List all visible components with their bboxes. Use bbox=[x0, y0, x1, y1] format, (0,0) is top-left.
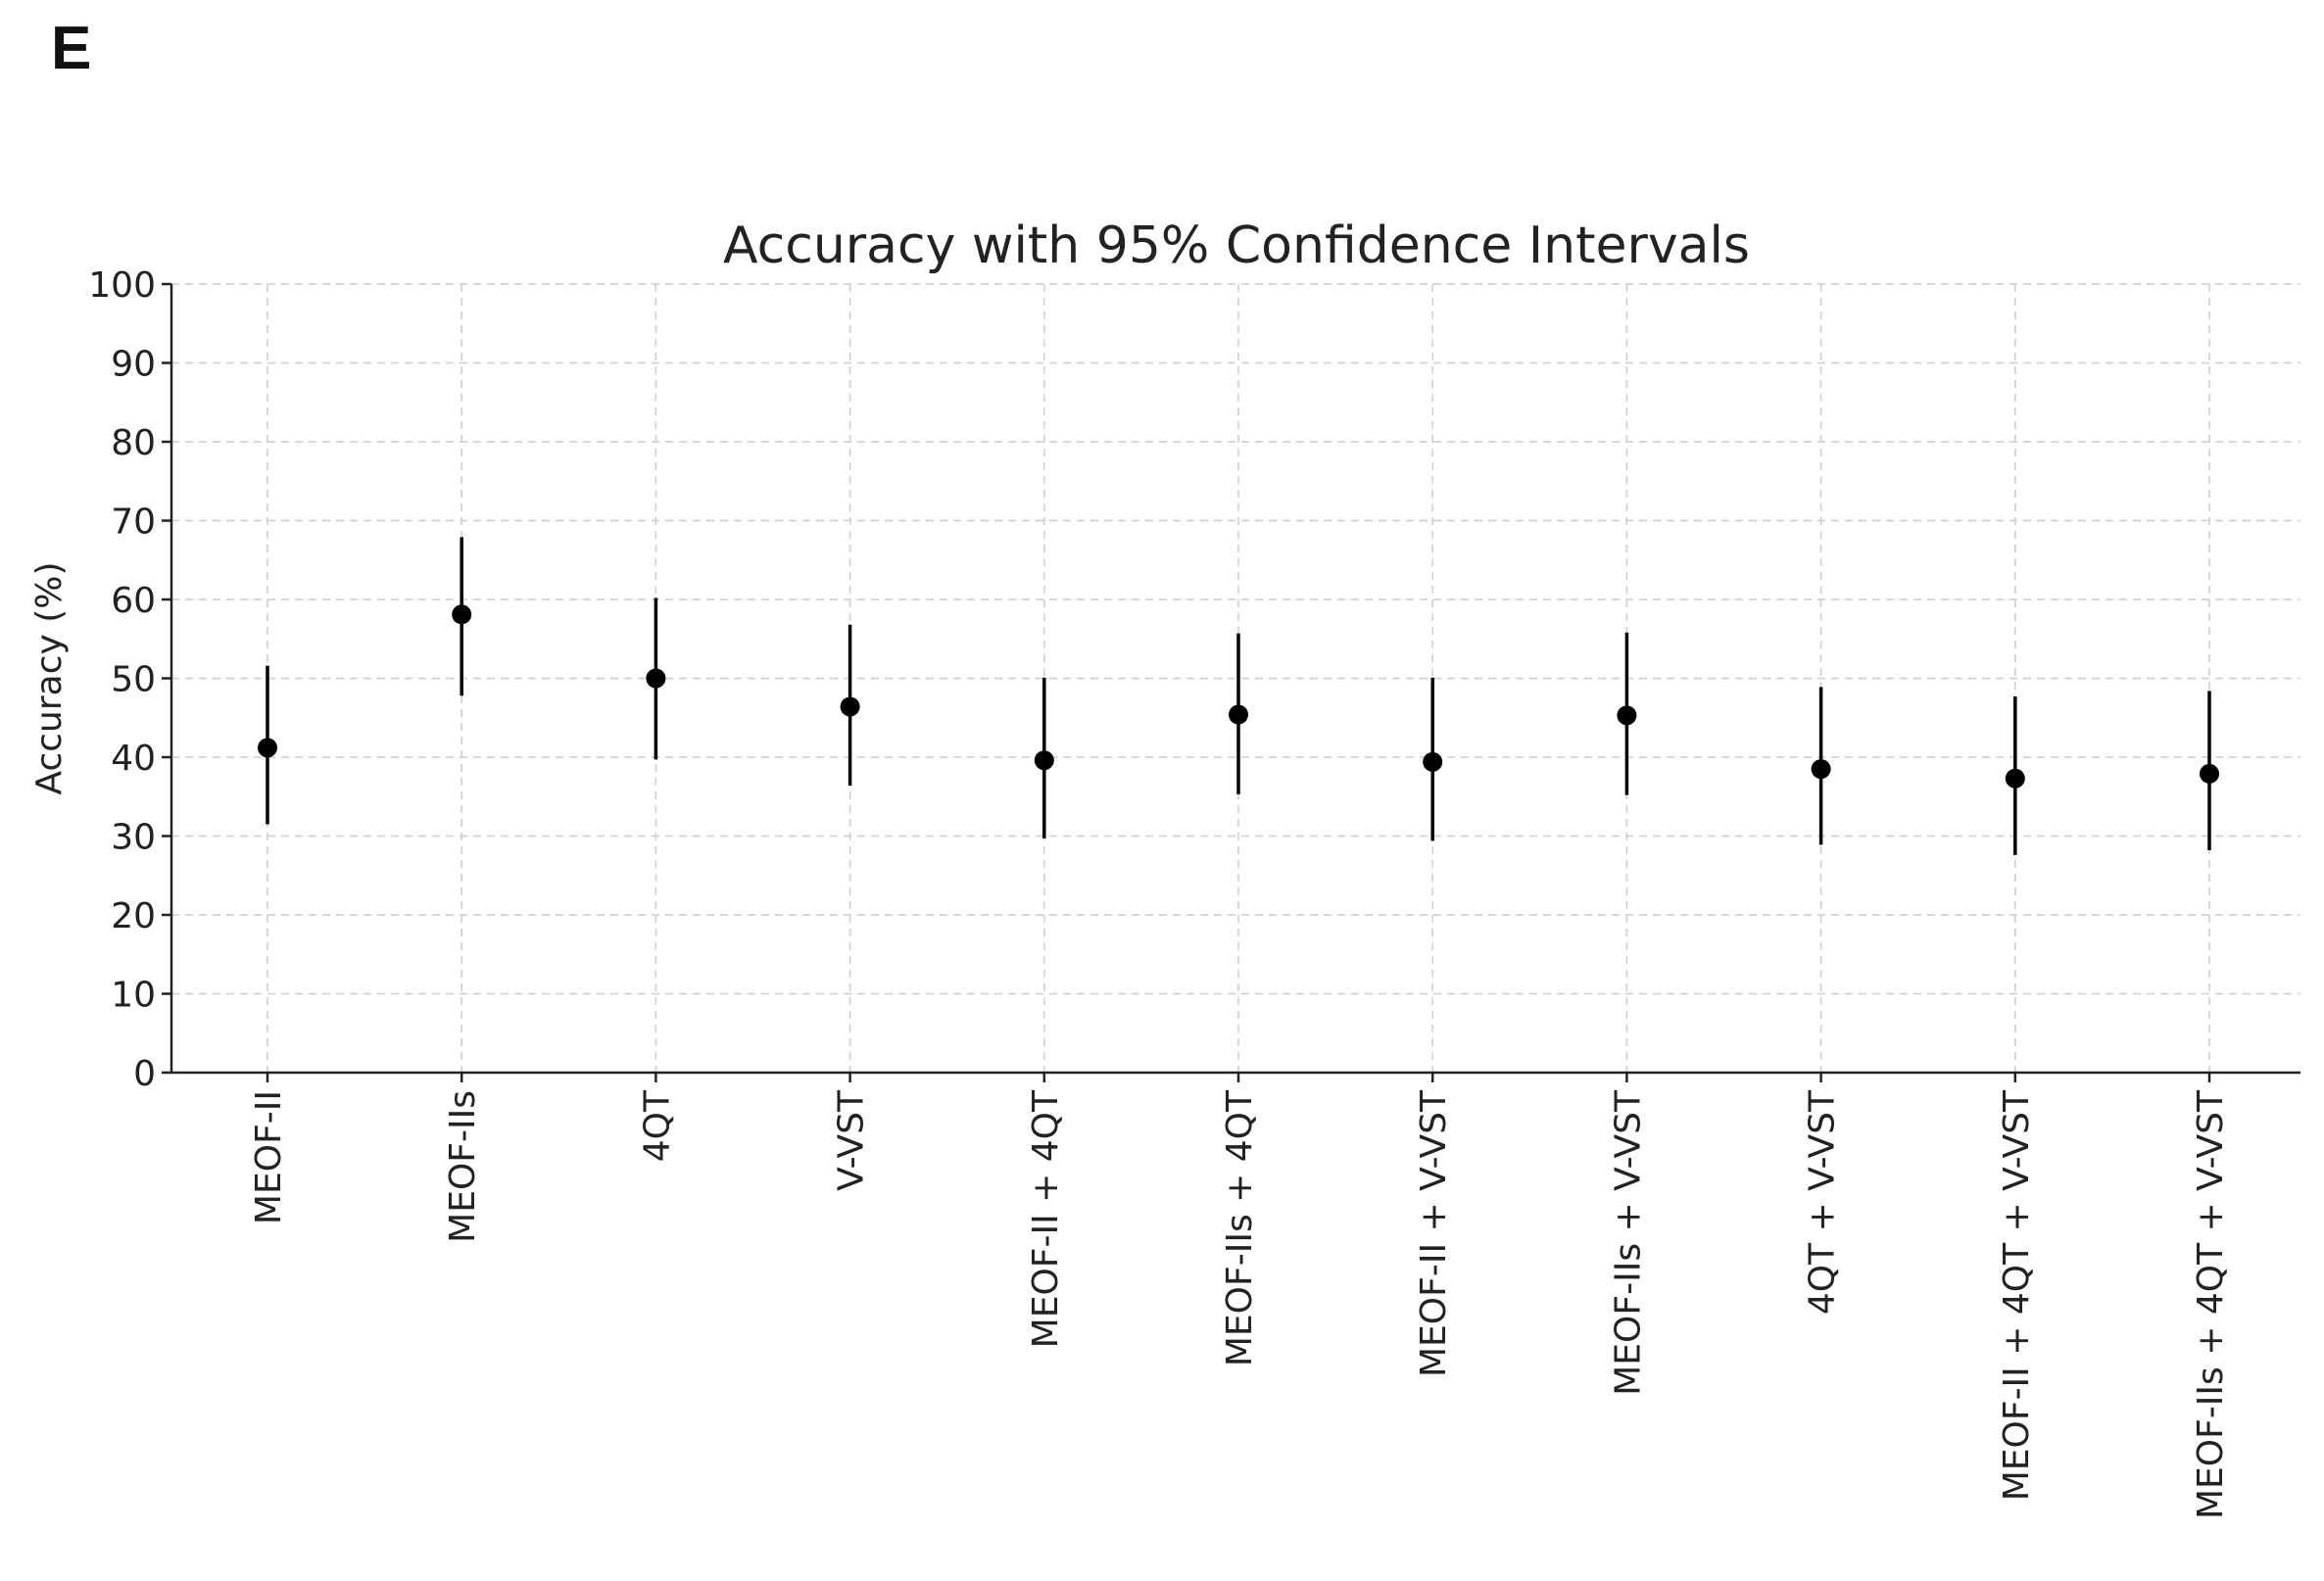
y-tick-label: 80 bbox=[111, 423, 156, 463]
y-tick-label: 40 bbox=[111, 739, 156, 779]
panel-label: E bbox=[51, 15, 92, 82]
y-tick-label: 20 bbox=[111, 896, 156, 936]
data-point bbox=[2200, 763, 2219, 784]
y-tick-label: 70 bbox=[111, 503, 156, 543]
x-tick-label: MEOF-IIs + 4QT + V-VST bbox=[2191, 1089, 2231, 1519]
x-tick-label: 4QT bbox=[637, 1089, 677, 1162]
data-point bbox=[1423, 751, 1443, 772]
data-point bbox=[452, 604, 472, 625]
y-tick-label: 10 bbox=[111, 976, 156, 1016]
y-tick-label: 90 bbox=[111, 345, 156, 385]
x-tick-label: MEOF-II bbox=[249, 1090, 289, 1224]
data-point bbox=[2005, 768, 2025, 789]
ticks-layer: 0 10 20 30 40 50 60 70 80 90 100 MEOF-II MEOF-IIs 4QT… bbox=[88, 265, 2231, 1519]
x-tick-label: MEOF-II + 4QT bbox=[1026, 1089, 1066, 1348]
data-point bbox=[646, 668, 666, 689]
chart-title: Accuracy with 95% Confidence Intervals bbox=[723, 216, 1750, 275]
x-tick-label: MEOF-IIs bbox=[443, 1090, 483, 1243]
data-point bbox=[258, 738, 277, 758]
y-tick-label: 60 bbox=[111, 581, 156, 621]
x-tick-label: 4QT + V-VST bbox=[1803, 1089, 1843, 1315]
grid-layer bbox=[171, 283, 2300, 1073]
x-tick-label: MEOF-IIs + V-VST bbox=[1608, 1089, 1648, 1396]
y-axis-label: Accuracy (%) bbox=[29, 561, 70, 794]
y-tick-label: 30 bbox=[111, 818, 156, 858]
x-tick-label: MEOF-IIs + 4QT bbox=[1220, 1089, 1260, 1366]
marks-layer bbox=[258, 537, 2219, 855]
y-tick-label: 100 bbox=[88, 265, 156, 306]
x-tick-label: V-VST bbox=[832, 1089, 872, 1191]
x-tick-label: MEOF-II + V-VST bbox=[1414, 1089, 1454, 1377]
data-point bbox=[1617, 705, 1637, 726]
data-point bbox=[1034, 750, 1054, 771]
data-point bbox=[840, 696, 860, 717]
y-tick-label: 0 bbox=[133, 1054, 156, 1094]
x-tick-label: MEOF-II + 4QT + V-VST bbox=[1997, 1089, 2037, 1501]
data-point bbox=[1229, 704, 1248, 725]
y-tick-label: 50 bbox=[111, 660, 156, 700]
data-point bbox=[1811, 759, 1831, 780]
